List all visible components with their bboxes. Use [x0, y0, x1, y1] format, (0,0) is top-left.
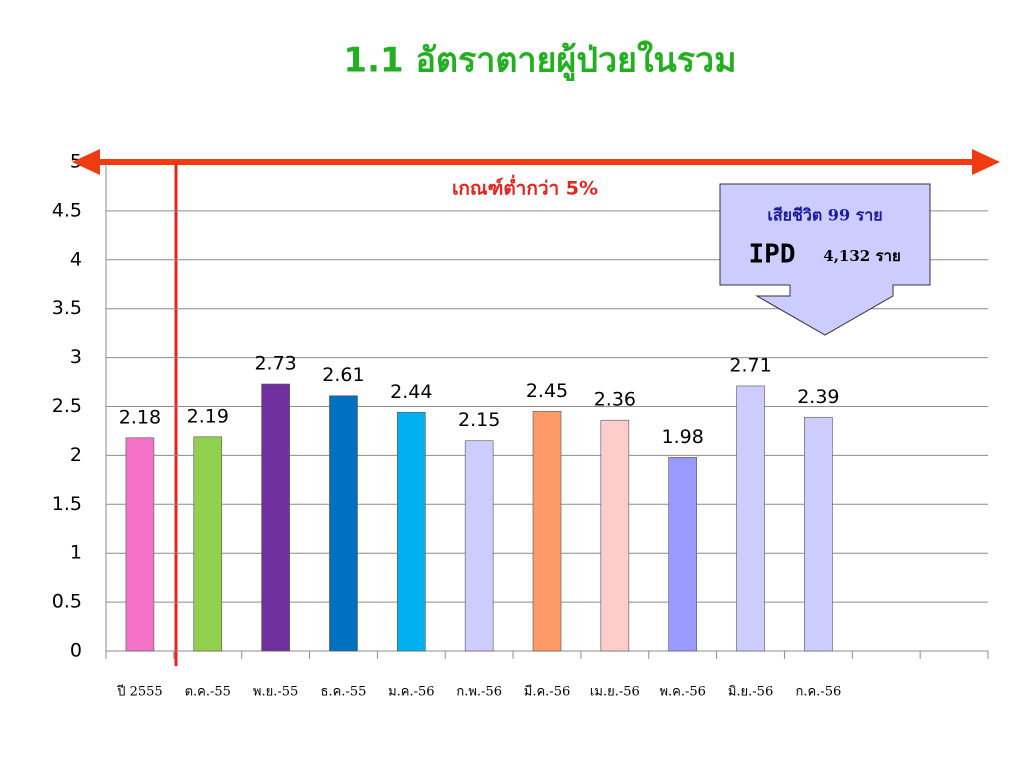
y-tick-label: 0.5 [52, 591, 82, 613]
chart-title: 1.1 อัตราตายผู้ป่วยในรวม [343, 40, 736, 82]
data-label: 2.15 [458, 409, 500, 431]
bar [397, 412, 426, 652]
callout-text: เสียชีวิต 99 ราย [767, 206, 882, 225]
x-tick-label: ธ.ค.-55 [321, 685, 367, 700]
data-label: 2.19 [187, 405, 229, 427]
data-label: 2.73 [254, 353, 296, 375]
x-tick-label: พ.ค.-56 [659, 685, 705, 700]
x-tick-label: มิ.ย.-56 [728, 685, 773, 700]
bar [668, 457, 697, 652]
data-label: 2.71 [729, 354, 771, 376]
y-tick-label: 3.5 [52, 297, 82, 319]
bar [804, 416, 833, 652]
callout: เสียชีวิต 99 ราย IPD 4,132 ราย [719, 183, 931, 336]
y-tick-label: 2 [70, 444, 82, 466]
bar [736, 385, 765, 652]
callout-text: IPD [749, 240, 796, 270]
x-tick-label: ก.พ.-56 [456, 685, 502, 700]
y-tick-label: 1.5 [52, 493, 82, 515]
y-tick-label: 4 [70, 248, 82, 270]
data-label: 2.61 [322, 364, 364, 386]
x-tick-label: ปี 2555 [116, 684, 162, 700]
x-tick-label: เม.ย.-56 [590, 685, 640, 700]
x-tick-label: ก.ค.-56 [795, 685, 841, 700]
bar [532, 411, 562, 652]
callout-text: 4,132 ราย [823, 247, 900, 265]
data-label: 2.39 [797, 386, 839, 408]
callout-box [719, 183, 931, 336]
y-tick-label: 3 [70, 346, 82, 368]
data-label: 2.36 [594, 389, 636, 411]
threshold-arrowhead [972, 149, 1000, 175]
y-tick-label: 1 [70, 542, 82, 564]
y-tick-label: 0 [70, 640, 82, 662]
threshold-arrowhead [72, 149, 100, 175]
data-label: 1.98 [662, 426, 704, 448]
y-tick-label: 2.5 [52, 395, 82, 417]
bar [261, 383, 290, 652]
bar [600, 419, 630, 652]
x-tick-label: พ.ย.-55 [253, 685, 298, 700]
x-tick-label: มี.ค.-56 [524, 684, 570, 700]
y-tick-label: 4.5 [52, 199, 82, 221]
data-label: 2.18 [119, 406, 161, 428]
data-label: 2.44 [390, 381, 432, 403]
bar [329, 395, 358, 652]
threshold-label: เกณฑ์ต่ำกว่า 5% [452, 175, 598, 200]
bar [464, 440, 494, 652]
data-label: 2.45 [526, 380, 568, 402]
bar [125, 437, 155, 652]
x-tick-label: ต.ค.-55 [185, 685, 231, 700]
bar [193, 436, 223, 652]
x-tick-label: ม.ค.-56 [388, 685, 434, 700]
